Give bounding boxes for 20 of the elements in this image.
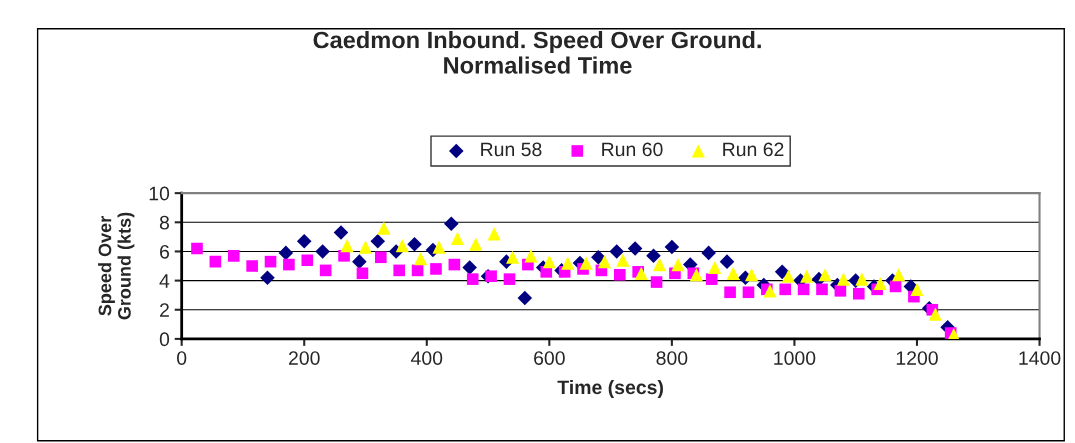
legend-label: Run 58 [481,142,542,157]
x-tick-label: 400 [411,351,443,365]
x-tick-label: 800 [656,351,688,365]
x-axis-title: Time (secs) [557,379,663,399]
y-tick-label: 4 [159,274,170,288]
y-tick-label: 10 [149,186,170,201]
x-tick-label: 0 [177,351,187,365]
y-tick-label: 8 [159,215,170,230]
legend-label: Run 60 [602,142,663,157]
y-tick-label: 2 [160,303,169,317]
y-tick-label: 6 [160,244,170,259]
x-tick-label: 1000 [774,351,816,365]
x-tick-label: 600 [534,351,565,365]
x-tick-label: 200 [288,351,320,365]
x-tick-label: 1400 [1019,351,1061,365]
y-axis-title: Speed Over Ground (kts) [98,212,135,320]
legend-label: Run 62 [723,142,784,157]
y-tick-label: 0 [159,332,170,347]
x-tick-label: 1200 [896,351,938,365]
chart-title: Caedmon Inbound. Speed Over Ground. Normalised Time [313,31,761,74]
